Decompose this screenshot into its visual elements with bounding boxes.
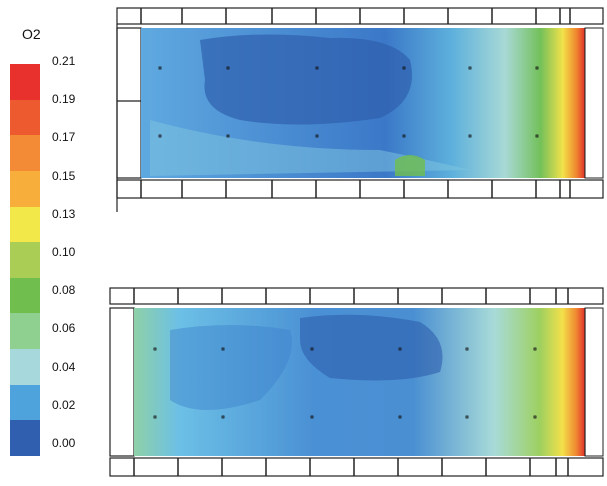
legend-tick-label: 0.04 [52, 359, 76, 374]
legend-tick-label: 0.21 [52, 54, 76, 68]
legend-swatch [10, 277, 40, 314]
legend-swatch [10, 242, 40, 279]
legend-tick-label: 0.19 [52, 92, 76, 107]
legend-tick-label: 0.15 [52, 168, 76, 183]
legend-title: O2 [22, 26, 41, 42]
legend-colorbar [10, 64, 40, 457]
lower-top-wall [109, 287, 604, 305]
legend-swatch [10, 170, 40, 208]
legend-tick-label: 0.13 [52, 206, 76, 221]
legend-swatch [10, 313, 40, 350]
lower-bottom-wall [109, 457, 604, 477]
legend-tick-label: 0.06 [52, 321, 76, 336]
legend-tick-label: 0.10 [52, 245, 76, 259]
legend-swatch [10, 135, 40, 172]
legend-swatch [10, 206, 40, 243]
legend-swatch [10, 99, 40, 136]
legend-tick-label: 0.02 [52, 397, 76, 412]
legend-tick-label: 0.00 [52, 436, 76, 450]
legend-tick-label: 0.17 [52, 130, 76, 145]
legend-swatch [10, 384, 40, 421]
legend-swatch [10, 349, 40, 386]
legend-tick-label: 0.08 [52, 283, 76, 298]
legend-swatch [10, 420, 40, 457]
legend-swatch [10, 64, 40, 101]
